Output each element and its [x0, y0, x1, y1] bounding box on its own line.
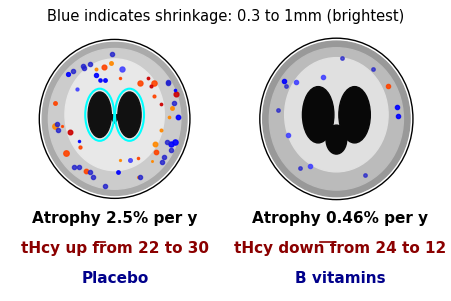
- Ellipse shape: [263, 41, 410, 197]
- Text: tHcy down from 24 to 12: tHcy down from 24 to 12: [235, 241, 446, 256]
- Ellipse shape: [303, 87, 334, 143]
- Polygon shape: [108, 115, 121, 123]
- Ellipse shape: [88, 92, 111, 138]
- Ellipse shape: [285, 58, 388, 172]
- Ellipse shape: [118, 92, 141, 138]
- Ellipse shape: [48, 48, 181, 189]
- Ellipse shape: [326, 125, 347, 154]
- Ellipse shape: [65, 59, 164, 171]
- Text: Atrophy 0.46% per y: Atrophy 0.46% per y: [253, 211, 428, 226]
- Text: Blue indicates shrinkage: 0.3 to 1mm (brightest): Blue indicates shrinkage: 0.3 to 1mm (br…: [47, 9, 404, 24]
- Text: Placebo: Placebo: [81, 271, 149, 286]
- Text: tHcy up from 22 to 30: tHcy up from 22 to 30: [21, 241, 209, 256]
- Ellipse shape: [269, 48, 404, 190]
- Ellipse shape: [339, 87, 370, 143]
- Ellipse shape: [42, 42, 187, 195]
- Text: Atrophy 2.5% per y: Atrophy 2.5% per y: [32, 211, 198, 226]
- Text: B vitamins: B vitamins: [295, 271, 386, 286]
